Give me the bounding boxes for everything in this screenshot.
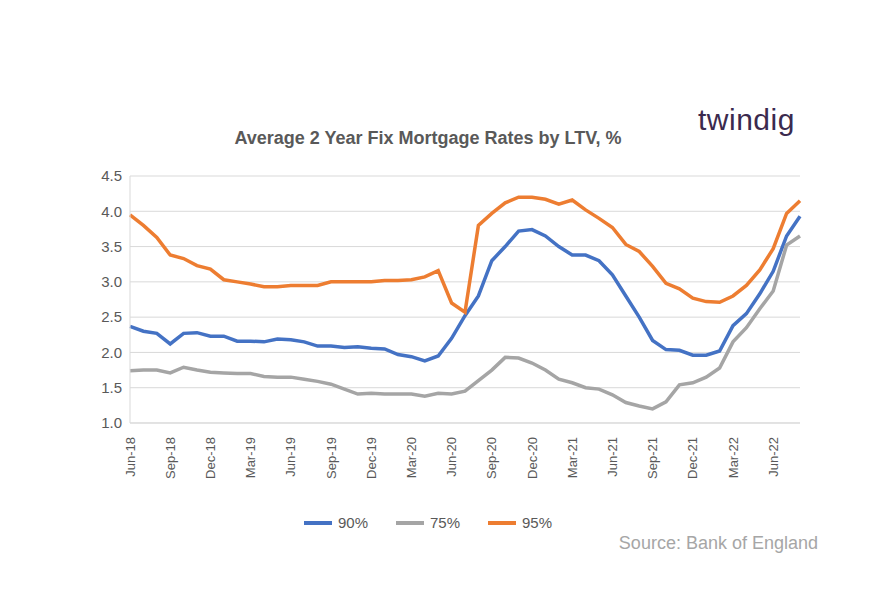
svg-text:2.5: 2.5 — [101, 308, 122, 325]
html-text:Source: Bank of England: Source: Bank of England — [618, 533, 818, 553]
svg-text:Mar-20: Mar-20 — [404, 437, 419, 478]
svg-text:Dec-21: Dec-21 — [685, 437, 700, 479]
svg-text:Jun-19: Jun-19 — [283, 437, 298, 477]
svg-text:Dec-20: Dec-20 — [525, 437, 540, 479]
svg-text:2.0: 2.0 — [101, 344, 122, 361]
svg-text:4.5: 4.5 — [101, 167, 122, 184]
svg-text:Sep-19: Sep-19 — [324, 437, 339, 479]
svg-text:1.0: 1.0 — [101, 414, 122, 431]
svg-text:Mar-22: Mar-22 — [726, 437, 741, 478]
svg-text:Dec-18: Dec-18 — [203, 437, 218, 479]
svg-text:Mar-21: Mar-21 — [565, 437, 580, 478]
svg-text:3.0: 3.0 — [101, 273, 122, 290]
html-text:90%: 90% — [338, 514, 368, 531]
svg-text:1.5: 1.5 — [101, 379, 122, 396]
svg-text:4.0: 4.0 — [101, 203, 122, 220]
svg-text:Sep-21: Sep-21 — [645, 437, 660, 479]
svg-text:Sep-18: Sep-18 — [163, 437, 178, 479]
svg-text:Jun-20: Jun-20 — [444, 437, 459, 477]
svg-text:3.5: 3.5 — [101, 238, 122, 255]
svg-text:Mar-19: Mar-19 — [243, 437, 258, 478]
svg-text:Jun-21: Jun-21 — [605, 437, 620, 477]
html-text:95%: 95% — [522, 514, 552, 531]
svg-text:Jun-22: Jun-22 — [766, 437, 781, 477]
svg-text:Sep-20: Sep-20 — [484, 437, 499, 479]
html-text:Average 2 Year Fix Mortgage Ra: Average 2 Year Fix Mortgage Rates by LTV… — [234, 128, 622, 148]
svg-text:Jun-18: Jun-18 — [123, 437, 138, 477]
html-text:twindig: twindig — [698, 103, 795, 136]
svg-text:Dec-19: Dec-19 — [364, 437, 379, 479]
html-text:75%: 75% — [430, 514, 460, 531]
